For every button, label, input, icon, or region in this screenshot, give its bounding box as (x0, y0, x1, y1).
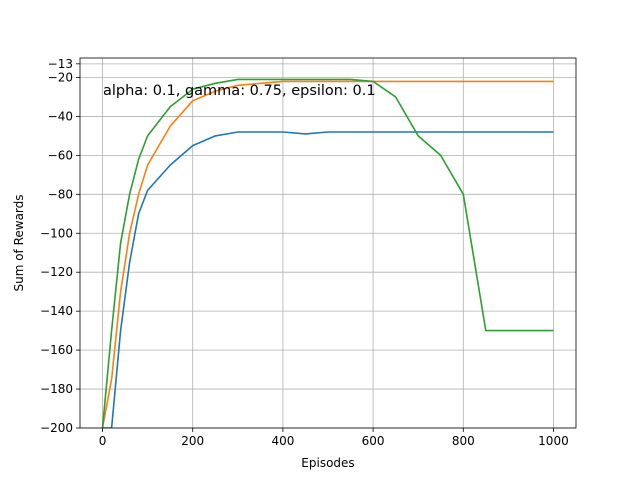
series-line-1 (102, 131, 554, 428)
y-tick-label: −20 (48, 70, 73, 84)
y-tick-label: −200 (40, 421, 73, 435)
y-axis-label: Sum of Rewards (12, 194, 26, 291)
series-lines (101, 78, 554, 428)
series-line-2 (101, 80, 554, 428)
y-tick-label: −140 (40, 304, 73, 318)
parameter-annotation: alpha: 0.1, gamma: 0.75, epsilon: 0.1 (103, 83, 376, 99)
x-axis-label: Episodes (301, 456, 354, 470)
x-tick-label: 600 (362, 434, 385, 448)
plot-frame (79, 57, 577, 429)
x-tick-label: 200 (181, 434, 204, 448)
x-tick-label: 800 (452, 434, 475, 448)
x-tick-label: 1000 (538, 434, 569, 448)
y-tick-label: −160 (40, 343, 73, 357)
y-tick-label: −40 (48, 109, 73, 123)
y-tick-label: −80 (48, 187, 73, 201)
y-tick-label: −120 (40, 265, 73, 279)
axis-ticks: 0 200 400 600 800 1000 −200 −180 −160 −140 −120 −10… (40, 57, 569, 448)
x-tick-label: 400 (271, 434, 294, 448)
x-tick-label: 0 (99, 434, 107, 448)
y-tick-label: −100 (40, 226, 73, 240)
series-line-3 (101, 78, 554, 428)
y-tick-label: −13 (48, 57, 73, 71)
y-tick-label: −180 (40, 382, 73, 396)
y-tick-label: −60 (48, 148, 73, 162)
grid-lines (80, 58, 576, 429)
